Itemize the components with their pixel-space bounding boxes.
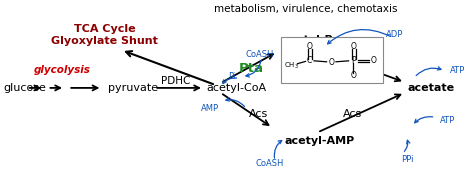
Text: PDHC: PDHC [161, 76, 190, 86]
Text: PPi: PPi [401, 155, 413, 163]
Text: O: O [350, 71, 356, 80]
Text: pyruvate: pyruvate [109, 83, 159, 93]
Text: acetate: acetate [407, 83, 454, 93]
Text: ADP: ADP [386, 30, 403, 39]
Text: Acs: Acs [343, 109, 363, 119]
Text: Acs: Acs [249, 109, 268, 119]
Text: O: O [350, 42, 356, 51]
Text: glucose: glucose [3, 83, 46, 93]
Text: Pi: Pi [228, 72, 235, 81]
Text: CH$_3$: CH$_3$ [284, 61, 299, 71]
Text: acetyl-AMP: acetyl-AMP [284, 136, 355, 146]
Text: P: P [351, 56, 356, 65]
Text: C: C [307, 56, 312, 65]
Text: CoASH: CoASH [246, 50, 274, 59]
Text: O: O [306, 42, 312, 51]
Text: O: O [328, 58, 334, 67]
Text: Pta: Pta [239, 62, 264, 74]
Text: metabolism, virulence, chemotaxis: metabolism, virulence, chemotaxis [214, 4, 397, 14]
Text: CoASH: CoASH [256, 159, 284, 168]
Text: ATP: ATP [450, 66, 465, 75]
Text: acetyl-CoA: acetyl-CoA [206, 83, 266, 93]
Text: AckA: AckA [332, 62, 369, 74]
FancyBboxPatch shape [281, 37, 383, 83]
Text: TCA Cycle
Glyoxylate Shunt: TCA Cycle Glyoxylate Shunt [51, 24, 158, 46]
Text: O: O [370, 56, 376, 65]
Text: acetyl-P: acetyl-P [283, 35, 333, 45]
Text: ATP: ATP [440, 116, 456, 125]
Text: AMP: AMP [201, 104, 219, 113]
Text: glycolysis: glycolysis [34, 65, 91, 75]
